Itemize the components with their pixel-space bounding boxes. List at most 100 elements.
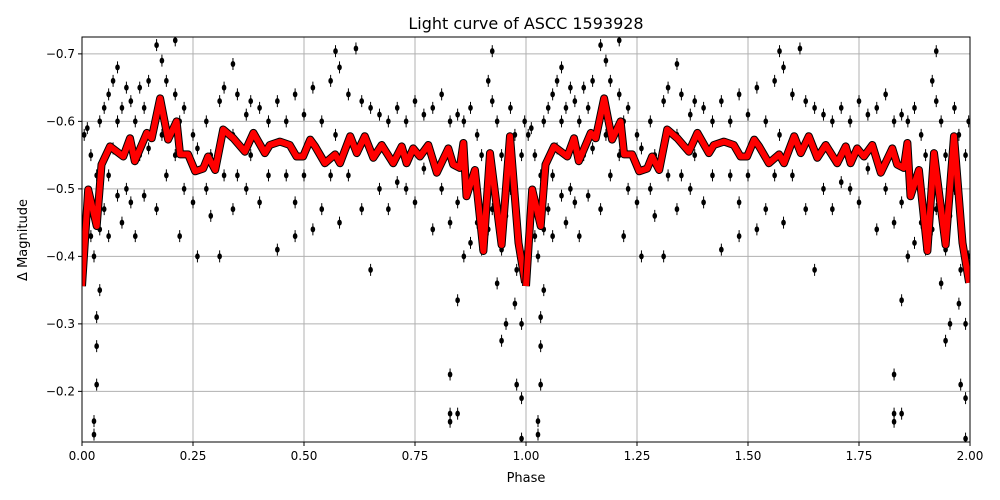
data-point xyxy=(550,91,555,98)
data-point xyxy=(455,111,460,118)
data-point xyxy=(545,206,551,213)
data-point xyxy=(874,104,880,111)
data-point xyxy=(333,48,338,55)
data-point xyxy=(368,104,373,111)
data-point xyxy=(772,77,777,84)
data-point xyxy=(91,431,97,438)
data-point xyxy=(550,172,555,179)
data-point xyxy=(883,185,888,192)
data-point xyxy=(394,179,400,186)
data-point xyxy=(266,118,271,125)
data-point xyxy=(474,131,480,138)
data-point xyxy=(899,111,904,118)
data-point xyxy=(190,131,196,138)
data-point xyxy=(301,172,307,179)
data-point xyxy=(648,118,653,125)
data-point xyxy=(532,152,538,159)
data-point xyxy=(598,42,603,49)
data-point xyxy=(538,381,543,388)
y-tick-label: −0.4 xyxy=(46,249,75,263)
data-point xyxy=(230,206,236,213)
x-tick-label: 1.50 xyxy=(735,449,762,463)
data-point xyxy=(159,57,165,64)
data-point xyxy=(754,226,760,233)
data-point xyxy=(115,118,120,125)
data-point xyxy=(687,111,693,118)
data-point xyxy=(172,37,178,44)
data-point xyxy=(386,118,391,125)
data-point xyxy=(319,118,325,125)
data-point xyxy=(947,320,953,327)
data-point xyxy=(541,118,547,125)
data-point xyxy=(692,98,698,105)
data-point xyxy=(559,118,564,125)
data-point xyxy=(447,118,453,125)
data-point xyxy=(616,37,622,44)
data-point xyxy=(377,111,382,118)
data-point xyxy=(803,98,809,105)
data-point xyxy=(164,172,169,179)
data-point xyxy=(412,98,418,105)
data-point xyxy=(499,337,504,344)
data-point xyxy=(581,84,587,91)
data-point xyxy=(146,145,151,152)
data-point xyxy=(508,104,513,111)
data-point xyxy=(905,118,911,125)
data-point xyxy=(572,98,578,105)
data-point xyxy=(230,61,236,67)
data-point xyxy=(830,118,835,125)
data-point xyxy=(519,152,524,159)
data-point xyxy=(514,381,519,388)
data-point xyxy=(590,145,595,152)
data-point xyxy=(745,111,751,118)
data-point xyxy=(447,371,453,378)
data-point xyxy=(82,131,87,138)
y-tick-label: −0.3 xyxy=(46,317,75,331)
data-point xyxy=(661,253,666,260)
data-point xyxy=(847,118,853,125)
data-point xyxy=(727,172,733,179)
x-axis: 0.00 0.25 0.50 0.75 1.00 1.25 1.50 1.75 2.00 xyxy=(69,442,984,463)
data-point xyxy=(625,104,631,111)
x-axis-label: Phase xyxy=(507,471,546,486)
data-point xyxy=(710,172,715,179)
data-point xyxy=(310,84,316,91)
data-point xyxy=(838,104,844,111)
data-point xyxy=(403,185,409,192)
data-point xyxy=(772,172,777,179)
data-point xyxy=(468,104,473,111)
data-point xyxy=(257,199,262,206)
data-point xyxy=(94,343,99,350)
data-point xyxy=(545,104,551,111)
data-point xyxy=(204,118,209,125)
data-point xyxy=(590,77,595,84)
data-point xyxy=(777,48,782,55)
data-point xyxy=(943,337,948,344)
data-point xyxy=(235,172,240,179)
data-point xyxy=(899,199,904,206)
data-point xyxy=(97,118,103,125)
data-point xyxy=(386,206,391,213)
x-tick-label: 2.00 xyxy=(957,449,984,463)
data-point xyxy=(494,280,500,287)
data-point xyxy=(394,104,400,111)
data-point xyxy=(963,152,968,159)
data-point xyxy=(97,287,103,294)
data-point xyxy=(956,300,962,307)
data-point xyxy=(701,199,706,206)
data-point xyxy=(952,104,957,111)
data-point xyxy=(572,199,578,206)
data-point xyxy=(337,64,342,71)
data-point xyxy=(124,185,129,192)
data-point xyxy=(923,152,928,159)
data-point xyxy=(106,233,111,240)
data-point xyxy=(563,104,569,111)
data-point xyxy=(106,91,111,98)
data-point xyxy=(538,314,543,321)
y-tick-label: −0.7 xyxy=(46,47,75,61)
data-point xyxy=(275,98,280,105)
data-point xyxy=(541,287,547,294)
data-point xyxy=(468,239,473,246)
data-point xyxy=(115,64,120,71)
